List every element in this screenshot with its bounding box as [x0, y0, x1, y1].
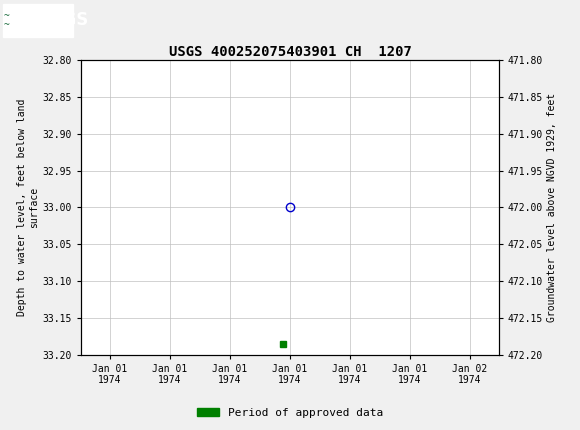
- Text: USGS: USGS: [38, 12, 89, 29]
- Y-axis label: Depth to water level, feet below land
surface: Depth to water level, feet below land su…: [17, 99, 39, 316]
- Text: ~
~: ~ ~: [4, 11, 10, 30]
- Bar: [3, 4, 72, 37]
- Y-axis label: Groundwater level above NGVD 1929, feet: Groundwater level above NGVD 1929, feet: [548, 93, 557, 322]
- Text: USGS 400252075403901 CH  1207: USGS 400252075403901 CH 1207: [169, 45, 411, 59]
- Legend: Period of approved data: Period of approved data: [193, 403, 387, 422]
